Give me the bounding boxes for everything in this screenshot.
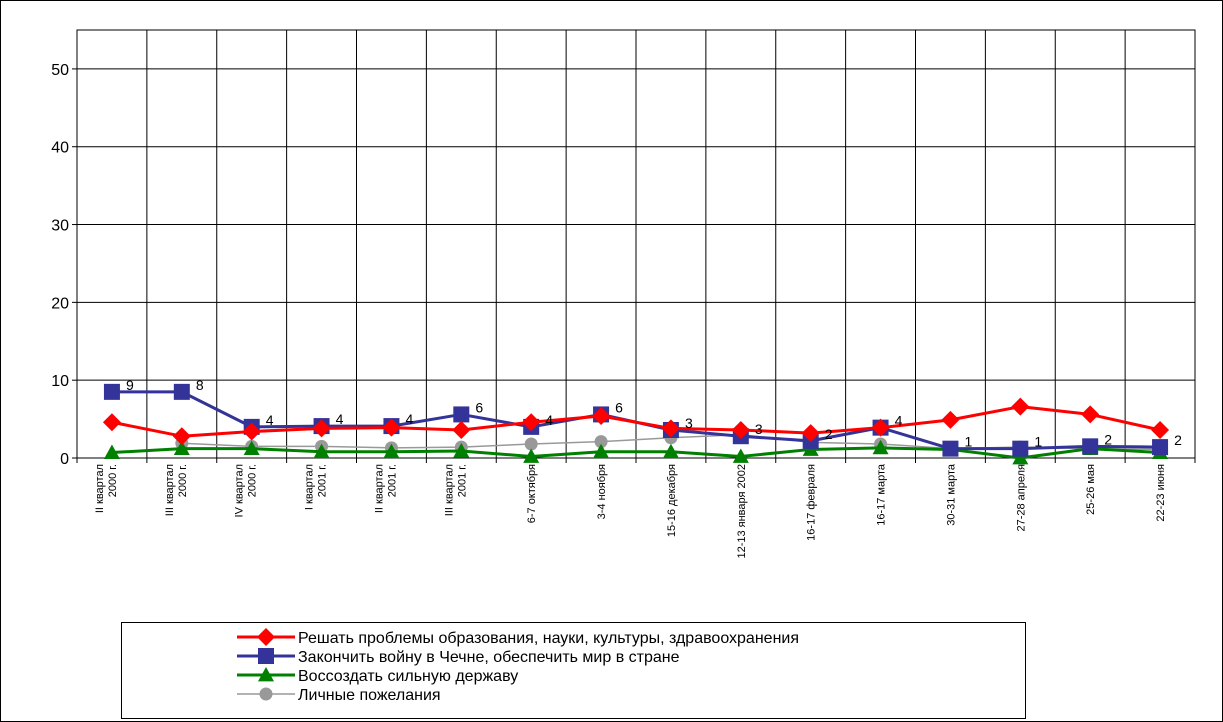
x-tick-label: III квартал2000 г. [164,464,189,516]
data-point [523,448,540,463]
x-tick-label: IV квартал2000 г. [234,464,259,517]
x-tick-label: 22-23 июня [1155,464,1167,522]
data-label: 3 [685,415,693,431]
data-label: 4 [545,412,553,428]
data-label: 2 [1104,431,1112,447]
legend-box [121,622,1026,719]
data-point [258,648,274,664]
data-point [1151,420,1170,439]
series-line [111,446,1161,460]
data-label: 3 [755,421,763,437]
data-point [1011,397,1030,416]
series-0 [102,397,1170,446]
y-tick-label: 40 [51,140,69,157]
x-tick-label: 25-26 мая [1085,464,1097,515]
data-label: 1 [1034,434,1042,450]
y-axis-ticks: 0 10 20 30 40 50 [51,62,77,468]
y-tick-label: 20 [51,295,69,312]
x-tick-label: 3-4 ноября [596,464,608,519]
x-tick-label: 12-13 января 2002 [736,464,748,559]
data-label: 4 [336,411,344,427]
data-point [173,440,190,456]
data-point [592,406,611,425]
legend-item: Решать проблемы образования, науки, куль… [237,628,799,647]
data-point [1081,405,1100,424]
data-point [662,443,679,459]
legend-label: Личные пожелания [298,687,441,704]
data-point [1082,438,1099,455]
x-tick-label: 6-7 октября [526,464,538,523]
data-label: 9 [126,377,134,393]
data-point [871,418,890,437]
data-point [259,687,273,701]
data-label: 6 [475,399,483,415]
data-point [102,413,121,432]
data-point [383,443,400,459]
data-point [801,424,820,443]
data-point [941,410,960,429]
y-tick-label: 50 [51,62,69,79]
data-point [103,444,120,459]
data-point [594,435,608,449]
data-point [173,383,190,400]
data-point [942,440,959,457]
x-tick-label: 15-16 декабря [666,464,678,537]
legend: Решать проблемы образования, науки, куль… [121,622,1026,719]
data-label: 8 [196,377,204,393]
data-label: 1 [964,434,972,450]
legend-label: Закончить войну в Чечне, обеспечить мир … [298,649,680,666]
data-label: 4 [895,413,903,429]
data-point [312,419,331,438]
y-tick-label: 30 [51,218,69,235]
legend-item: Воссоздать сильную державу [237,667,518,685]
data-point [103,383,120,400]
data-label: 4 [405,411,413,427]
x-axis-ticks: II квартал2000 г. III квартал2000 г. IV кв… [76,458,1196,559]
data-point [732,448,749,463]
x-tick-label: 16-17 февраля [806,464,818,541]
x-tick-label: 16-17 марта [876,463,888,526]
data-point [453,442,470,458]
data-point [1152,439,1169,456]
data-point [258,667,274,682]
data-point [382,418,401,437]
x-tick-label: 30-31 марта [945,463,957,526]
grid [76,29,1196,459]
y-tick-label: 0 [60,451,69,468]
data-labels: 9 8 4 4 4 6 4 6 3 3 2 4 1 1 2 2 [126,377,1182,450]
data-point [243,440,260,456]
data-point [1012,440,1029,457]
series-layer [102,383,1170,465]
data-point [1012,450,1029,465]
data-label: 6 [615,399,623,415]
x-tick-label: 27-28 апреля [1015,464,1027,532]
data-point [242,422,261,441]
data-label: 2 [1174,432,1182,448]
data-point [731,420,750,439]
data-point [524,437,538,451]
legend-label: Решать проблемы образования, науки, куль… [298,630,799,647]
x-tick-label: I квартал2001 г. [304,464,329,510]
series-line [111,405,1161,438]
data-point [452,420,471,439]
data-point [522,413,541,432]
data-point [872,439,889,455]
data-point [313,443,330,459]
legend-label: Воссоздать сильную державу [298,668,518,685]
legend-item: Личные пожелания [237,687,441,704]
data-point [453,406,470,423]
legend-item: Закончить войну в Чечне, обеспечить мир … [237,648,680,666]
data-point [172,427,191,446]
x-tick-label: II квартал2000 г. [94,464,119,513]
data-point [661,419,680,438]
data-label: 4 [266,412,274,428]
x-tick-label: II квартал2001 г. [373,464,398,513]
data-point [593,443,610,459]
data-label: 2 [825,426,833,442]
x-tick-label: III квартал2001 г. [443,464,468,516]
y-tick-label: 10 [51,373,69,390]
data-point [257,628,275,646]
